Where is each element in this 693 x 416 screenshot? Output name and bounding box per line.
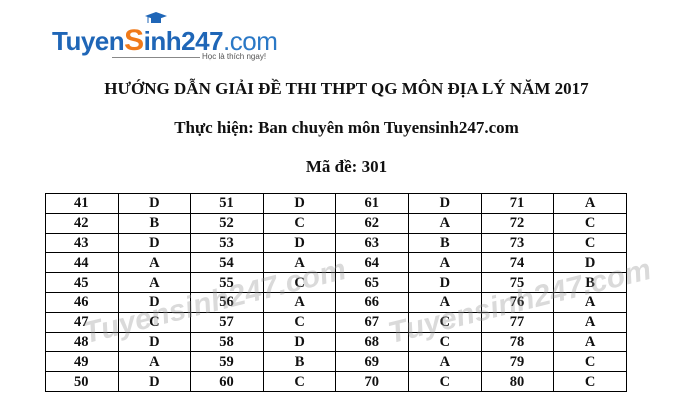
answer-cell: D bbox=[262, 232, 337, 254]
question-number: 68 bbox=[335, 331, 409, 353]
answer-cell: D bbox=[117, 193, 192, 214]
document-heading: HƯỚNG DẪN GIẢI ĐỀ THI THPT QG MÔN ĐỊA LÝ… bbox=[104, 79, 589, 98]
question-number: 50 bbox=[45, 371, 119, 392]
question-number: 70 bbox=[335, 371, 409, 392]
table-row: 47 C 57 C 67 C 77 A bbox=[45, 311, 627, 333]
question-number: 76 bbox=[480, 291, 555, 313]
question-number: 56 bbox=[190, 291, 264, 313]
answer-cell: A bbox=[117, 272, 192, 293]
answer-cell: D bbox=[553, 252, 627, 274]
question-number: 69 bbox=[335, 351, 409, 373]
question-number: 55 bbox=[190, 272, 264, 293]
answer-cell: A bbox=[117, 351, 192, 373]
answer-cell: C bbox=[262, 371, 337, 392]
answer-cell: B bbox=[262, 351, 337, 373]
question-number: 66 bbox=[335, 291, 409, 313]
table-row: 48 D 58 D 68 C 78 A bbox=[45, 331, 627, 353]
question-number: 75 bbox=[480, 272, 555, 293]
answer-cell: D bbox=[262, 193, 337, 214]
question-number: 45 bbox=[45, 272, 119, 293]
answer-cell: C bbox=[407, 331, 482, 353]
question-number: 72 bbox=[480, 212, 555, 234]
question-number: 47 bbox=[45, 311, 119, 333]
question-number: 44 bbox=[45, 252, 119, 274]
answer-cell: C bbox=[407, 371, 482, 392]
question-number: 74 bbox=[480, 252, 555, 274]
question-number: 80 bbox=[480, 371, 555, 392]
answer-cell: D bbox=[117, 232, 192, 254]
answer-cell: B bbox=[553, 272, 627, 293]
logo-tagline: Học là thích ngay! bbox=[202, 52, 267, 61]
table-row: 43 D 53 D 63 B 73 C bbox=[45, 232, 627, 254]
question-number: 52 bbox=[190, 212, 264, 234]
answer-cell: A bbox=[262, 252, 337, 274]
answer-cell: A bbox=[407, 291, 482, 313]
question-number: 43 bbox=[45, 232, 119, 254]
answer-cell: C bbox=[262, 311, 337, 333]
answer-cell: D bbox=[117, 331, 192, 353]
answer-cell: A bbox=[553, 193, 627, 214]
answer-cell: D bbox=[117, 371, 192, 392]
answer-cell: A bbox=[407, 212, 482, 234]
answer-cell: A bbox=[407, 252, 482, 274]
answer-cell: C bbox=[553, 371, 627, 392]
question-number: 71 bbox=[480, 193, 555, 214]
table-row: 41 D 51 D 61 D 71 A bbox=[45, 193, 627, 214]
question-number: 48 bbox=[45, 331, 119, 353]
question-number: 61 bbox=[335, 193, 409, 214]
question-number: 63 bbox=[335, 232, 409, 254]
question-number: 54 bbox=[190, 252, 264, 274]
question-number: 62 bbox=[335, 212, 409, 234]
table-row: 45 A 55 C 65 D 75 B bbox=[45, 272, 627, 293]
answer-cell: C bbox=[553, 232, 627, 254]
question-number: 79 bbox=[480, 351, 555, 373]
question-number: 42 bbox=[45, 212, 119, 234]
question-number: 58 bbox=[190, 331, 264, 353]
answer-cell: A bbox=[553, 291, 627, 313]
question-number: 77 bbox=[480, 311, 555, 333]
answer-cell: C bbox=[262, 212, 337, 234]
table-row: 50 D 60 C 70 C 80 C bbox=[45, 371, 627, 392]
answer-cell: D bbox=[262, 331, 337, 353]
logo-text: TuyenSinh247.com bbox=[52, 24, 278, 57]
answer-cell: A bbox=[553, 311, 627, 333]
question-number: 65 bbox=[335, 272, 409, 293]
answer-cell: C bbox=[407, 311, 482, 333]
question-number: 57 bbox=[190, 311, 264, 333]
answer-table: 41 D 51 D 61 D 71 A 42 B 52 C 62 A 72 C 43 D 53 D 63 B 73 C 44 A 5… bbox=[45, 193, 627, 392]
question-number: 41 bbox=[45, 193, 119, 214]
answer-cell: B bbox=[117, 212, 192, 234]
question-number: 60 bbox=[190, 371, 264, 392]
question-number: 67 bbox=[335, 311, 409, 333]
answer-cell: A bbox=[407, 351, 482, 373]
answer-cell: C bbox=[117, 311, 192, 333]
graduation-cap-icon bbox=[145, 12, 167, 23]
answer-cell: A bbox=[117, 252, 192, 274]
answer-cell: D bbox=[117, 291, 192, 313]
question-number: 53 bbox=[190, 232, 264, 254]
table-row: 44 A 54 A 64 A 74 D bbox=[45, 252, 627, 274]
answer-cell: C bbox=[262, 272, 337, 293]
question-number: 51 bbox=[190, 193, 264, 214]
table-row: 49 A 59 B 69 A 79 C bbox=[45, 351, 627, 373]
question-number: 73 bbox=[480, 232, 555, 254]
table-row: 46 D 56 A 66 A 76 A bbox=[45, 291, 627, 313]
tuyensinh247-logo: TuyenSinh247.com Học là thích ngay! bbox=[52, 8, 282, 63]
divider bbox=[112, 57, 200, 58]
answer-cell: D bbox=[407, 193, 482, 214]
question-number: 49 bbox=[45, 351, 119, 373]
document-subheading: Thực hiện: Ban chuyên môn Tuyensinh247.c… bbox=[174, 118, 519, 137]
table-row: 42 B 52 C 62 A 72 C bbox=[45, 212, 627, 234]
answer-cell: B bbox=[407, 232, 482, 254]
answer-cell: A bbox=[553, 331, 627, 353]
question-number: 78 bbox=[480, 331, 555, 353]
answer-cell: C bbox=[553, 212, 627, 234]
question-number: 64 bbox=[335, 252, 409, 274]
question-number: 59 bbox=[190, 351, 264, 373]
answer-cell: A bbox=[262, 291, 337, 313]
answer-cell: C bbox=[553, 351, 627, 373]
question-number: 46 bbox=[45, 291, 119, 313]
answer-cell: D bbox=[407, 272, 482, 293]
exam-code: Mã đề: 301 bbox=[305, 157, 388, 176]
